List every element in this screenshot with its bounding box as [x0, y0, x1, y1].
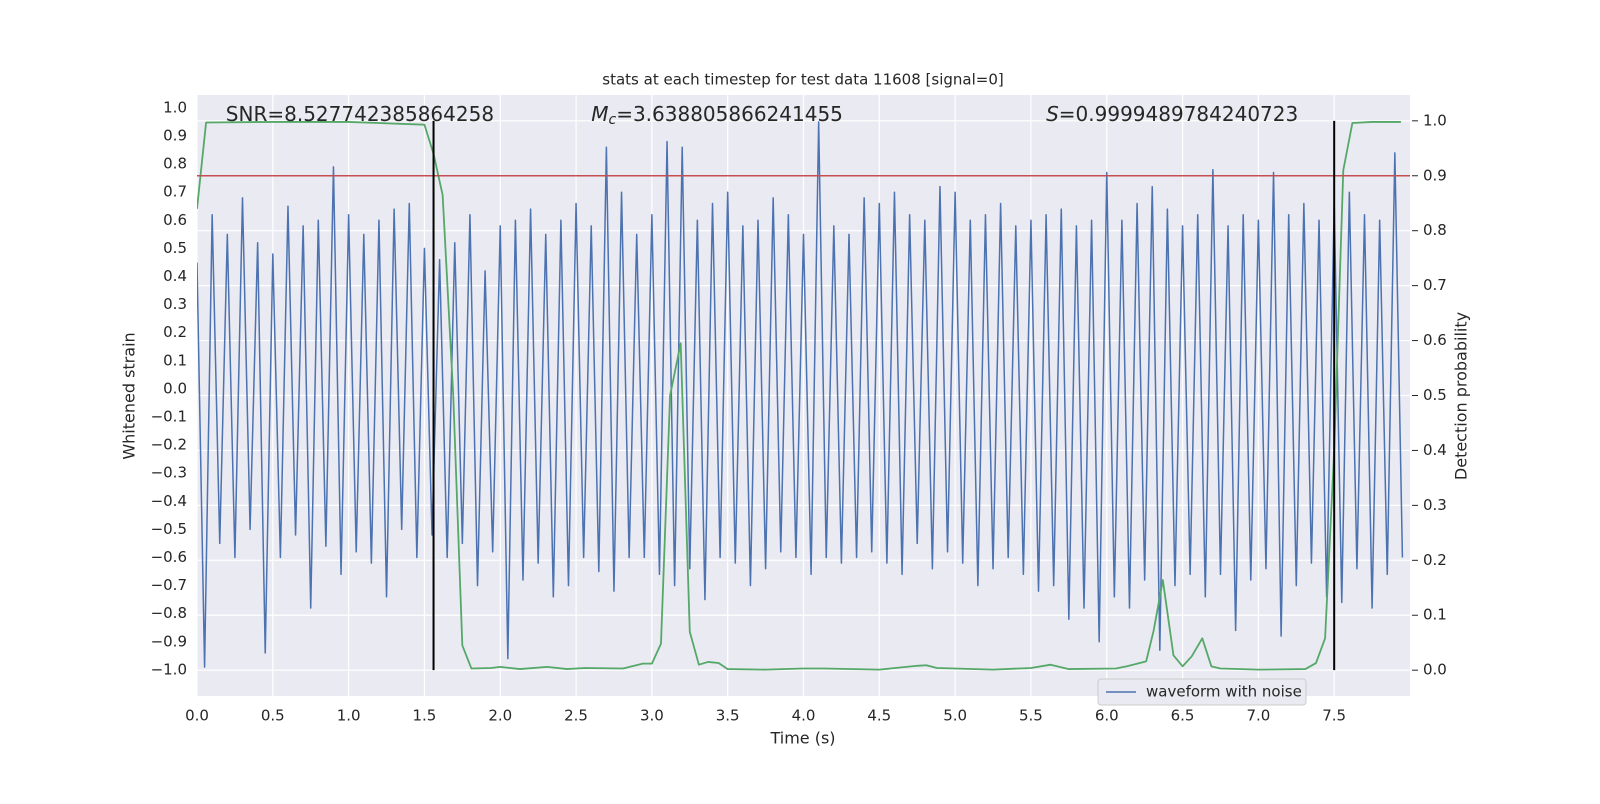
legend-box — [1097, 678, 1307, 706]
y-tick-label: 0.1 — [163, 351, 187, 369]
x-tick-label: 4.5 — [867, 707, 891, 725]
legend-label: waveform with noise — [1146, 683, 1302, 701]
x-axis-label: Time (s) — [769, 729, 835, 748]
x-tick-label: 1.0 — [337, 707, 361, 725]
x-tick-label: 3.5 — [716, 707, 740, 725]
y-tick-label: −0.2 — [151, 436, 187, 454]
y-tick-label: −0.7 — [151, 576, 187, 594]
y2-tick-label: 0.2 — [1423, 551, 1447, 569]
y-tick-label: 0.0 — [163, 379, 187, 397]
annotation-symbol: M — [591, 102, 608, 126]
annotation-text: SNR=8.527742385864258 — [226, 102, 494, 126]
x-tick-label: 7.0 — [1246, 707, 1270, 725]
x-tick-label: 5.5 — [1019, 707, 1043, 725]
y2-tick-label: 1.0 — [1423, 111, 1447, 129]
chart-title: stats at each timestep for test data 116… — [602, 71, 1003, 89]
annotation: Mc=3.638805866241455 — [591, 102, 843, 129]
x-tick-label: 6.5 — [1171, 707, 1195, 725]
y2-axis-label: Detection probability — [1452, 312, 1471, 480]
x-tick-label: 5.0 — [943, 707, 967, 725]
y-tick-label: 0.3 — [163, 295, 187, 313]
y2-tick-label: 0.7 — [1423, 276, 1447, 294]
y-tick-label: 0.2 — [163, 323, 187, 341]
x-tick-label: 1.5 — [413, 707, 437, 725]
y-tick-label: −0.1 — [151, 407, 187, 425]
waveform-line — [197, 121, 1404, 668]
x-tick-label: 7.5 — [1322, 707, 1346, 725]
y2-tick-label: 0.5 — [1423, 386, 1447, 404]
y2-tick-label: 0.4 — [1423, 441, 1447, 459]
x-tick-label: 2.0 — [488, 707, 512, 725]
y-tick-label: −0.8 — [151, 604, 187, 622]
y-tick-label: 0.9 — [163, 127, 187, 145]
y-tick-label: 0.6 — [163, 211, 187, 229]
y-tick-label: 1.0 — [163, 98, 187, 116]
annotation-text: =0.9999489784240723 — [1059, 102, 1298, 126]
y-tick-label: 0.8 — [163, 155, 187, 173]
annotation: SNR=8.527742385864258 — [226, 102, 494, 126]
probability-line — [197, 121, 1401, 671]
x-tick-label: 6.0 — [1095, 707, 1119, 725]
y-tick-label: 0.4 — [163, 267, 187, 285]
y-tick-label: −0.3 — [151, 464, 187, 482]
y2-tick-label: 0.0 — [1423, 661, 1447, 679]
x-tick-label: 2.5 — [564, 707, 588, 725]
y2-tick-label: 0.1 — [1423, 606, 1447, 624]
y-tick-label: −0.9 — [151, 632, 187, 650]
x-tick-label: 3.0 — [640, 707, 664, 725]
y-tick-label: −0.6 — [151, 548, 187, 566]
y2-tick-label: 0.9 — [1423, 166, 1447, 184]
annotation: S=0.9999489784240723 — [1046, 102, 1298, 126]
y-tick-label: 0.5 — [163, 239, 187, 257]
x-tick-label: 0.0 — [185, 707, 209, 725]
y2-tick-label: 0.6 — [1423, 331, 1447, 349]
x-tick-label: 4.0 — [792, 707, 816, 725]
y-tick-label: −1.0 — [151, 660, 187, 678]
annotation-symbol: S — [1046, 102, 1059, 126]
x-tick-label: 0.5 — [261, 707, 285, 725]
plot-layer — [197, 120, 1410, 671]
y2-tick-label: 0.3 — [1423, 496, 1447, 514]
annotation-subscript: c — [608, 112, 616, 128]
y2-tick-label: 0.8 — [1423, 221, 1447, 239]
y-axis-label: Whitened strain — [120, 332, 139, 459]
y-tick-label: −0.5 — [151, 520, 187, 538]
annotation-text: =3.638805866241455 — [616, 102, 843, 126]
y-tick-label: −0.4 — [151, 492, 187, 510]
y-tick-label: 0.7 — [163, 183, 187, 201]
